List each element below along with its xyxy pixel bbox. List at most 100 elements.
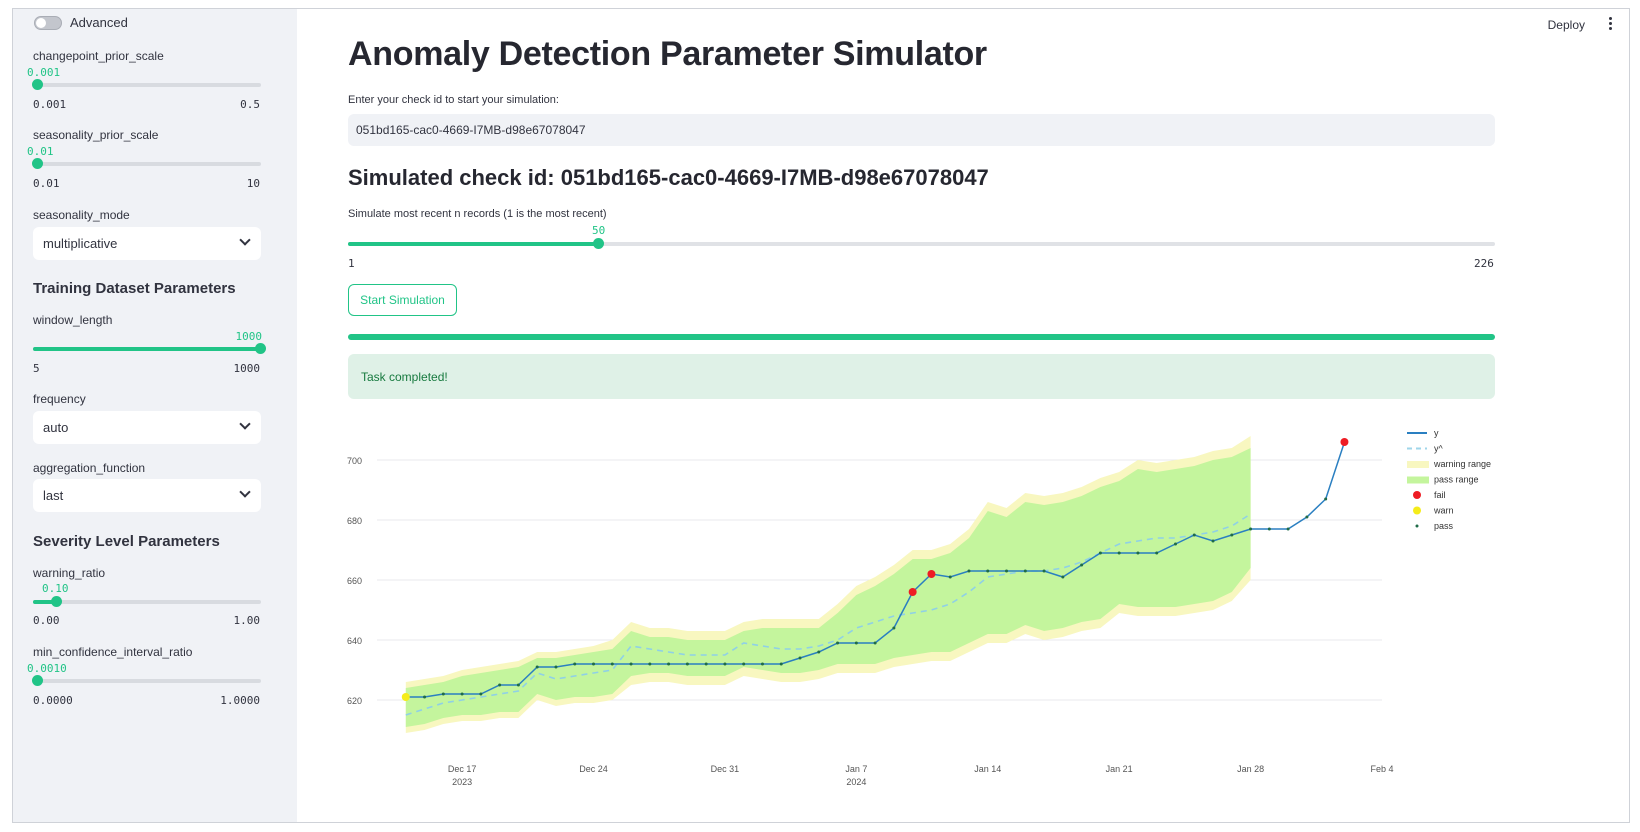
pass-point [948,575,952,579]
page-title: Anomaly Detection Parameter Simulator [348,35,987,73]
warning-ratio-slider[interactable] [33,596,261,607]
deploy-button[interactable]: Deploy [1547,18,1585,32]
pass-point [1173,542,1177,546]
pass-point [892,626,896,630]
slider-fill [348,242,598,246]
training-section-header: Training Dataset Parameters [33,280,236,297]
x-tick-label: Feb 4 [1370,764,1393,774]
slider-thumb[interactable] [51,596,62,607]
slider-thumb[interactable] [32,79,43,90]
records-slider[interactable] [348,238,1495,249]
advanced-toggle[interactable] [34,15,62,30]
fail-point [1340,438,1349,446]
slider-fill [33,347,261,351]
frequency-select[interactable]: auto [33,411,261,444]
warning-ratio-label: warning_ratio [33,566,106,580]
pass-point [1230,533,1234,537]
chevron-down-icon [239,234,251,246]
slider-thumb[interactable] [32,158,43,169]
pass-point [1211,539,1215,543]
chart-x-ticks: Dec 17 2023 Dec 24 Dec 31 Jan 7 2024 Jan 14 Jan… [448,764,1394,787]
advanced-toggle-row[interactable]: Advanced [34,15,128,30]
pass-point [441,692,445,696]
pass-point [1324,497,1328,501]
min-confidence-interval-ratio-max: 1.0000 [220,694,260,707]
more-menu-icon[interactable] [1609,17,1613,30]
min-confidence-interval-ratio-label: min_confidence_interval_ratio [33,645,193,659]
warn-point [401,693,410,701]
frequency-label: frequency [33,392,86,406]
window-length-value: 1000 [235,330,263,343]
slider-thumb[interactable] [32,675,43,686]
pass-point [1267,527,1271,531]
aggregation-function-select[interactable]: last [33,479,261,512]
x-tick-label: Dec 17 [448,764,477,774]
window-length-min: 5 [33,362,40,375]
pass-point [779,662,783,666]
slider-thumb[interactable] [593,238,604,249]
slider-thumb[interactable] [255,343,266,354]
seasonality-prior-scale-slider[interactable] [32,158,261,169]
pass-point [592,662,596,666]
window-length-max: 1000 [233,362,261,375]
legend-label: y [1434,428,1439,438]
chart-points [401,438,1349,701]
window-length-slider[interactable] [33,343,266,354]
pass-point [817,650,821,654]
success-alert: Task completed! [348,354,1495,399]
seasonality-mode-select[interactable]: multiplicative [33,227,261,260]
pass-point [836,641,840,645]
window-length-label: window_length [33,313,113,327]
pass-point [535,665,539,669]
pass-point [723,662,727,666]
aggregation-function-value: last [43,488,64,503]
pass-point [1117,551,1121,555]
legend-swatch-dot [1413,506,1421,515]
legend-label: warning range [1433,459,1491,469]
changepoint-prior-scale-slider[interactable] [32,79,261,90]
x-tick-label: Dec 31 [711,764,740,774]
records-slider-value: 50 [592,224,606,237]
seasonality-prior-scale-label: seasonality_prior_scale [33,128,159,142]
anomaly-chart: 620 640 660 680 700 Dec 17 2023 Dec 24 Dec 31 Ja… [347,428,1491,787]
pass-point [479,692,483,696]
check-id-input-value: 051bd165-cac0-4669-I7MB-d98e67078047 [356,123,586,137]
pass-point [854,641,858,645]
warning-ratio-max: 1.00 [233,614,261,627]
pass-point [554,665,558,669]
pass-point [460,692,464,696]
pass-point [685,662,689,666]
records-slider-max: 226 [1474,257,1494,270]
pass-point [1305,515,1309,519]
x-tick-year-label: 2024 [846,777,866,787]
success-message: Task completed! [361,369,448,384]
legend-swatch-small-dot [1415,524,1419,528]
pass-point [742,662,746,666]
start-simulation-button[interactable]: Start Simulation [348,284,457,316]
aggregation-function-label: aggregation_function [33,461,146,475]
min-confidence-interval-ratio-value: 0.0010 [27,662,67,675]
x-tick-label: Jan 28 [1237,764,1264,774]
pass-point [1286,527,1290,531]
legend-label: warn [1433,506,1454,516]
check-id-prompt: Enter your check id to start your simula… [348,94,559,106]
chevron-down-icon [239,418,251,430]
legend-label: pass [1434,521,1454,531]
seasonality-mode-label: seasonality_mode [33,208,130,222]
pass-point [1023,569,1027,573]
main-content: Deploy Anomaly Detection Parameter Simul… [297,9,1629,822]
pass-range-band [405,448,1251,727]
yhat-line [405,513,1252,716]
pass-point [967,569,971,573]
advanced-toggle-label: Advanced [70,15,128,30]
changepoint-prior-scale-min: 0.001 [33,98,67,111]
pass-point [498,683,502,687]
seasonality-prior-scale-value: 0.01 [27,145,54,158]
y-tick-label: 700 [347,456,362,466]
check-id-input[interactable]: 051bd165-cac0-4669-I7MB-d98e67078047 [348,114,1495,146]
warning-ratio-value: 0.10 [42,582,69,595]
sidebar: Advanced changepoint_prior_scale 0.001 0… [13,9,297,822]
seasonality-prior-scale-max: 10 [246,177,260,190]
pass-point [760,662,764,666]
min-confidence-interval-ratio-slider[interactable] [32,675,261,686]
